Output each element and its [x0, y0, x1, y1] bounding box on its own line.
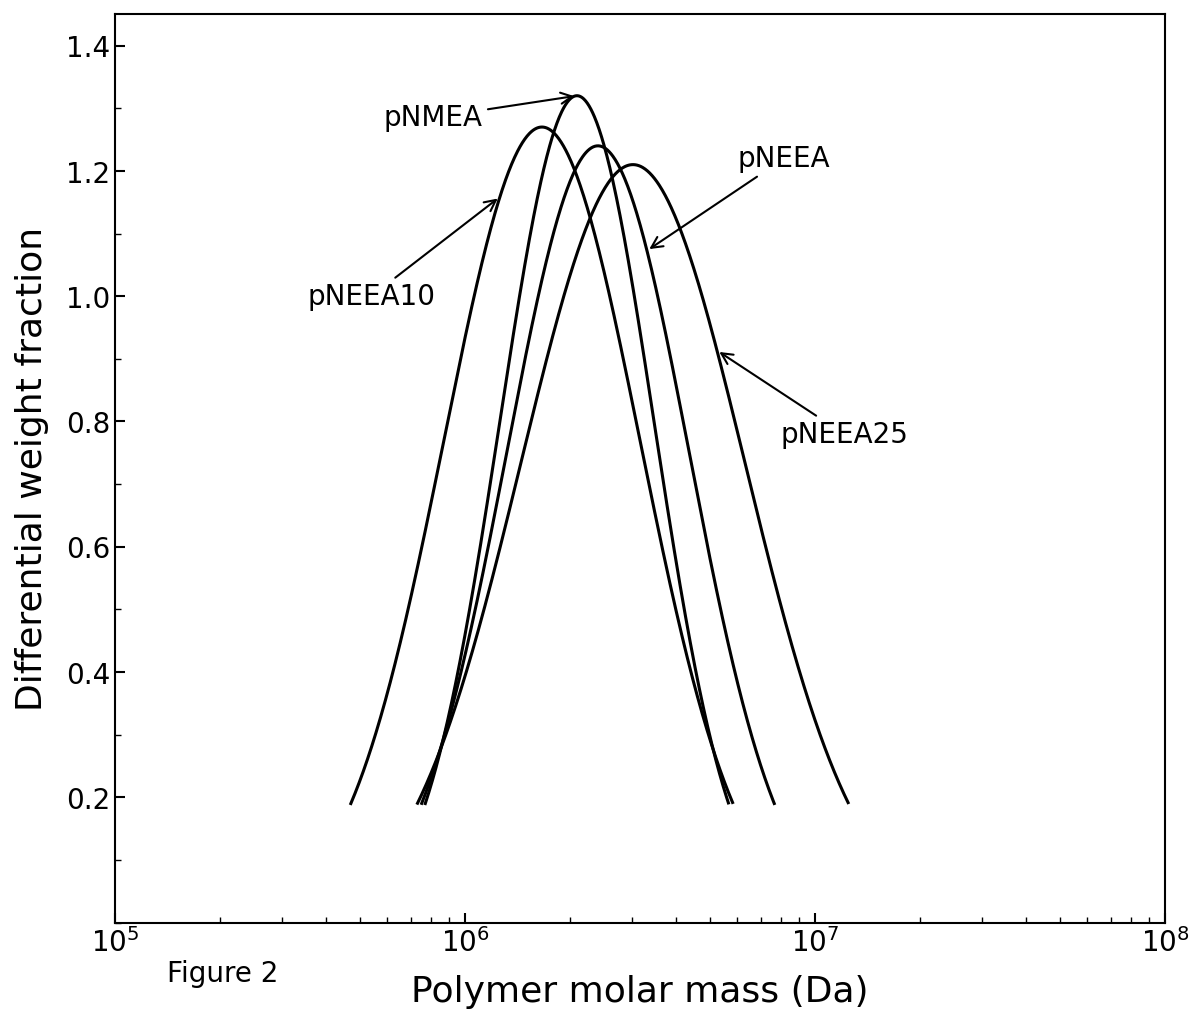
Text: pNEEA: pNEEA [651, 145, 831, 249]
Y-axis label: Differential weight fraction: Differential weight fraction [14, 227, 49, 711]
X-axis label: Polymer molar mass (Da): Polymer molar mass (Da) [411, 974, 868, 1008]
Text: Figure 2: Figure 2 [167, 959, 278, 987]
Text: pNEEA10: pNEEA10 [307, 201, 496, 311]
Text: pNMEA: pNMEA [383, 93, 572, 132]
Text: pNEEA25: pNEEA25 [721, 354, 908, 448]
